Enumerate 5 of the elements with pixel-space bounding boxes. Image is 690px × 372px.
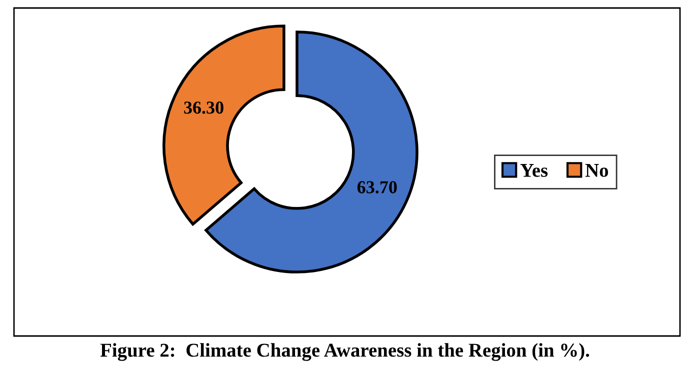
legend-label: Yes [520,164,548,177]
data-label: 36.30 [184,102,224,114]
text: Figure 2: Climate Change Awareness in the Region (in %). [100,343,590,361]
data-label: 63.70 [357,181,397,194]
legend-label: No [585,164,608,177]
